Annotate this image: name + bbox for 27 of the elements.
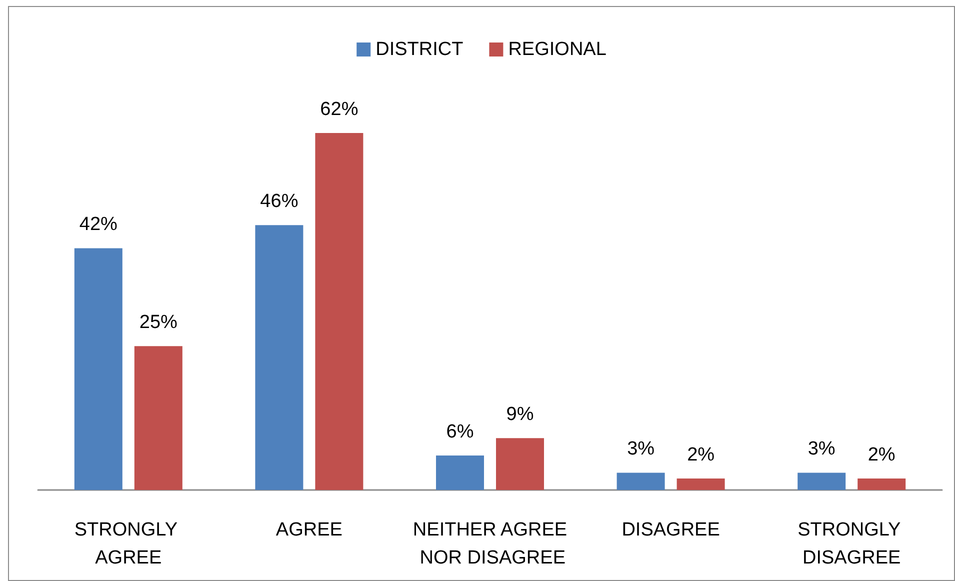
x-tick-label: STRONGLY DISAGREE: [798, 520, 906, 568]
bar: [798, 472, 846, 490]
data-label: 3%: [808, 438, 836, 460]
legend-label: REGIONAL: [508, 39, 606, 60]
data-label: 62%: [320, 99, 358, 120]
bar: [74, 248, 122, 490]
data-label: 46%: [260, 191, 298, 212]
x-tick-label: NEITHER AGREE NOR DISAGREE: [412, 520, 568, 568]
bar: [436, 455, 484, 490]
data-label: 2%: [687, 444, 715, 466]
bar: [496, 438, 544, 490]
bar: [315, 133, 364, 490]
bar: [858, 478, 906, 490]
bar: [255, 225, 304, 490]
data-label: 9%: [506, 404, 534, 426]
data-label: 42%: [79, 214, 118, 236]
data-label: 2%: [868, 444, 896, 466]
legend-label: DISTRICT: [376, 39, 464, 60]
bar: [676, 478, 725, 490]
x-tick-label: DISAGREE: [622, 520, 720, 540]
x-tick-label: AGREE: [276, 520, 342, 540]
data-label: 25%: [139, 312, 178, 334]
data-label: 3%: [627, 438, 655, 460]
bar: [134, 346, 182, 490]
x-tick-label: STRONGLY AGREE: [74, 520, 182, 568]
bar: [616, 472, 665, 490]
data-label: 6%: [446, 421, 474, 442]
